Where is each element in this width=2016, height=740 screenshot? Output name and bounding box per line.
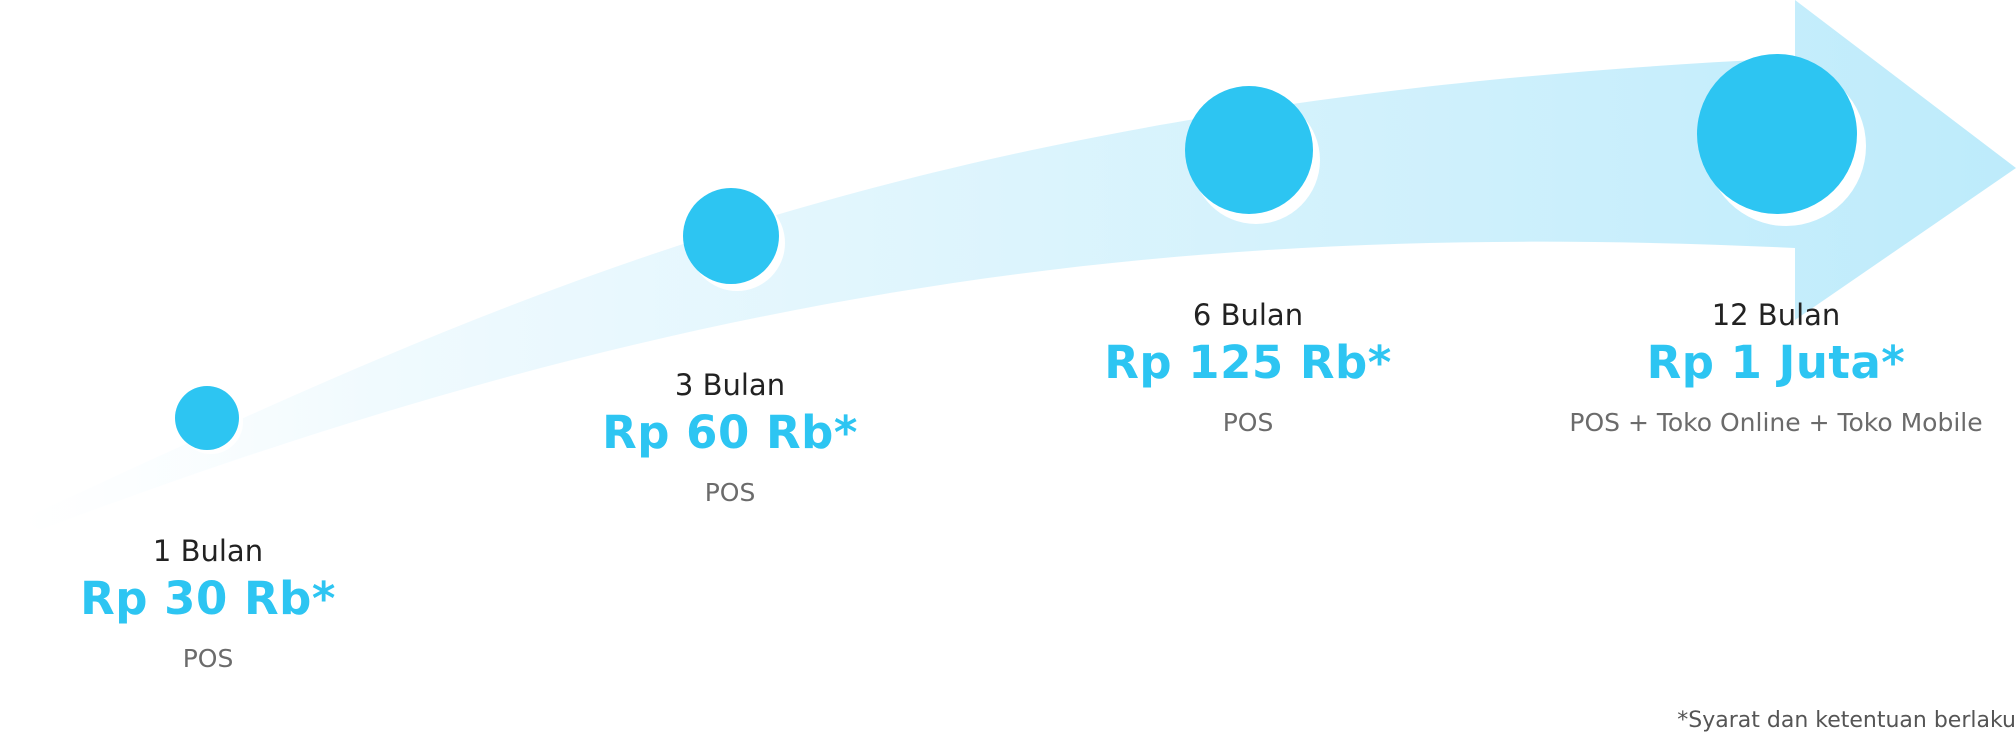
milestone-dot-2 [683,188,785,291]
milestone-period: 1 Bulan [152,534,264,568]
milestone-period: 6 Bulan [1192,298,1304,332]
milestone-dot-1 [175,386,243,454]
milestone-dot-3 [1185,86,1320,224]
milestone-2: 3 Bulan Rp 60 Rb* POS [520,366,940,510]
milestone-price: Rp 1 Juta* [1646,336,1906,389]
milestone-dot-4 [1697,54,1866,226]
milestone-3: 6 Bulan Rp 125 Rb* POS [1038,296,1458,440]
milestone-feature: POS + Toko Online + Toko Mobile [1569,408,1983,437]
milestone-feature: POS [1222,408,1274,437]
milestone-period: 12 Bulan [1711,298,1841,332]
milestone-4: 12 Bulan Rp 1 Juta* POS + Toko Online + … [1546,296,2006,440]
milestone-price: Rp 125 Rb* [1104,336,1392,389]
growth-arrow [20,0,2016,530]
milestone-price: Rp 30 Rb* [80,572,336,625]
milestone-1: 1 Bulan Rp 30 Rb* POS [0,532,418,676]
milestone-feature: POS [704,478,756,507]
milestone-feature: POS [182,644,234,673]
milestone-price: Rp 60 Rb* [602,406,858,459]
terms-disclaimer: *Syarat dan ketentuan berlaku [1677,708,2016,733]
milestone-period: 3 Bulan [674,368,786,402]
